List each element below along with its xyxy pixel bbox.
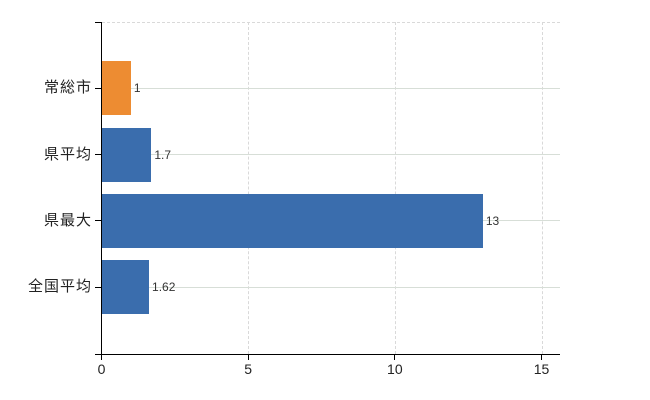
category-label: 全国平均 xyxy=(27,278,92,296)
x-axis-tick xyxy=(101,354,102,360)
x-axis-line xyxy=(95,353,560,355)
x-axis-tick-label: 0 xyxy=(97,360,106,377)
category-tick xyxy=(94,220,102,222)
category-tick xyxy=(94,286,102,288)
category-tick xyxy=(94,154,102,156)
y-axis-top-cap xyxy=(95,22,102,23)
bar-value-label: 1.7 xyxy=(154,147,172,162)
bar-常総市 xyxy=(102,61,131,116)
category-tick xyxy=(94,87,102,89)
gridline-vertical xyxy=(394,22,396,354)
gridline-vertical xyxy=(248,22,250,354)
gridline-vertical xyxy=(541,22,543,354)
x-axis-tick xyxy=(394,354,396,360)
x-axis-tick xyxy=(247,354,249,360)
bar-県最大 xyxy=(102,193,483,248)
x-axis-tick xyxy=(541,354,543,360)
bar-value-label: 1 xyxy=(133,81,141,96)
gridline-horizontal xyxy=(101,87,560,89)
category-label: 県最大 xyxy=(43,211,92,229)
bar-県平均 xyxy=(102,127,152,182)
y-axis-line xyxy=(100,22,102,354)
category-label: 県平均 xyxy=(43,145,92,163)
x-axis-tick-label: 5 xyxy=(244,360,253,377)
bar-全国平均 xyxy=(102,260,150,315)
plot-top-border xyxy=(101,22,560,23)
gridline-horizontal xyxy=(101,286,560,288)
bar-value-label: 1.62 xyxy=(152,280,176,295)
gridline-horizontal xyxy=(101,154,560,156)
bar-value-label: 13 xyxy=(485,213,500,228)
category-label: 常総市 xyxy=(43,79,92,97)
x-axis-tick-label: 10 xyxy=(387,360,403,377)
x-axis-tick-label: 15 xyxy=(533,360,550,377)
